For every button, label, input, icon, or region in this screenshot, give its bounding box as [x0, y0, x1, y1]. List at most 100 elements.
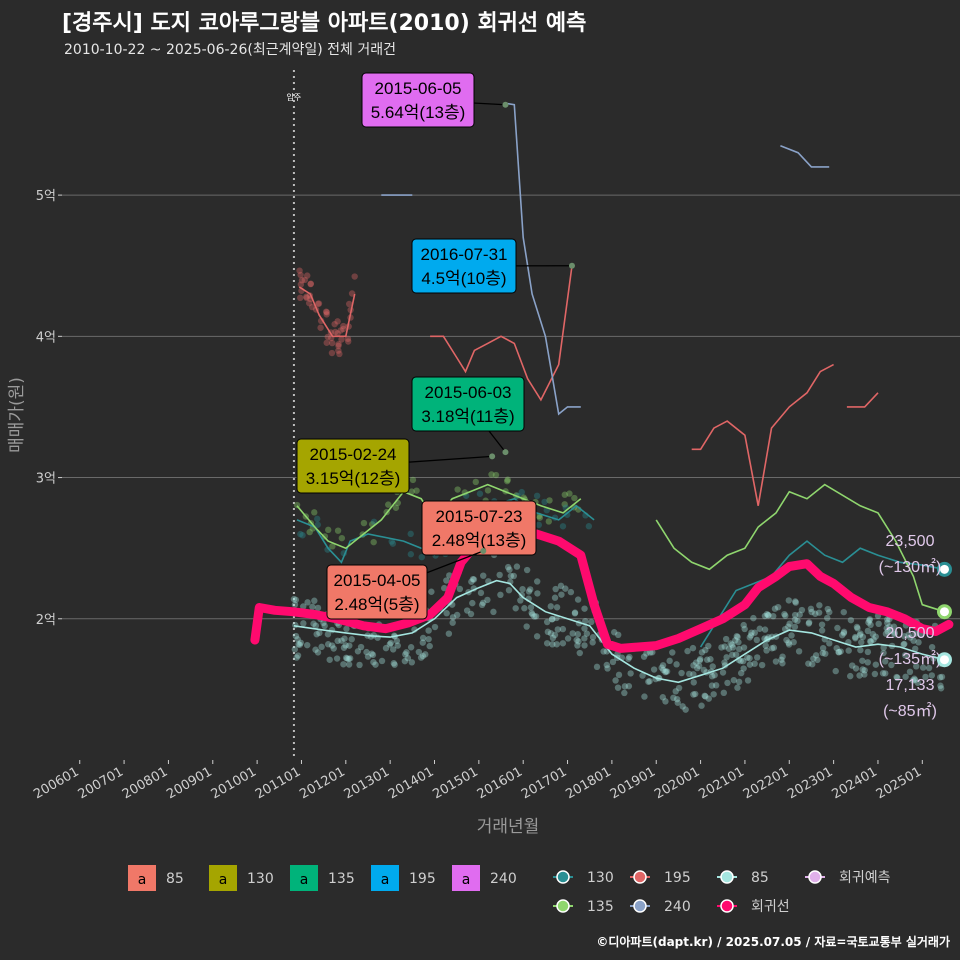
scatter-point — [735, 639, 742, 646]
scatter-point — [812, 652, 820, 659]
scatter-point — [625, 655, 632, 662]
scatter-point — [417, 654, 425, 661]
scatter-point — [354, 648, 362, 655]
scatter-point — [506, 566, 513, 573]
scatter-point — [294, 652, 302, 659]
scatter-point — [408, 659, 416, 666]
scatter-point — [840, 628, 848, 636]
scatter-point — [296, 267, 303, 274]
annotation-price: 5.64억(13층) — [371, 103, 466, 122]
scatter-point — [548, 615, 556, 623]
scatter-point — [335, 347, 342, 354]
scatter-point — [695, 662, 703, 670]
annotation-date: 2015-06-05 — [375, 79, 462, 98]
scatter-point — [871, 670, 879, 678]
scatter-point — [845, 647, 852, 654]
scatter-point — [541, 498, 548, 506]
scatter-point — [403, 649, 410, 656]
scatter-point — [547, 603, 554, 610]
x-axis-title: 거래년월 — [477, 817, 540, 837]
scatter-point — [484, 487, 492, 494]
scatter-point — [370, 658, 377, 666]
scatter-point — [679, 703, 686, 710]
scatter-point — [301, 276, 309, 284]
scatter-point — [382, 644, 390, 652]
scatter-point — [785, 641, 793, 648]
scatter-point — [313, 630, 320, 638]
scatter-point — [504, 476, 511, 483]
scatter-point — [859, 633, 867, 641]
grid-lines — [62, 194, 960, 620]
scatter-point — [880, 649, 887, 657]
scatter-point — [732, 637, 739, 644]
legend-line-label: 회귀선 — [751, 899, 790, 915]
scatter-point — [865, 619, 872, 626]
scatter-point — [697, 655, 704, 663]
scatter-point — [386, 641, 393, 648]
scatter-point — [553, 604, 561, 611]
y-tick-label: 5억 — [36, 189, 56, 204]
scatter-point — [576, 649, 583, 657]
legend-fill-label: 195 — [409, 871, 436, 887]
legend-fill-glyph: a — [300, 872, 309, 888]
scatter-point — [659, 662, 667, 669]
move-in-label: 입주 — [287, 93, 302, 102]
scatter-point — [859, 666, 866, 673]
series-line-195d — [846, 392, 879, 408]
scatter-point — [317, 324, 324, 331]
scatter-point — [785, 639, 792, 646]
scatter-point — [544, 628, 552, 636]
scatter-point — [557, 582, 565, 590]
scatter-point — [519, 585, 526, 593]
scatter-point — [558, 591, 565, 598]
scatter-point — [682, 706, 689, 713]
legend-line-marker — [633, 870, 647, 884]
scatter-point — [938, 673, 946, 681]
scatter-point — [328, 349, 336, 357]
scatter-point — [674, 699, 681, 706]
scatter-point — [292, 596, 300, 604]
annotation-box — [361, 72, 475, 128]
scatter-point — [393, 637, 401, 645]
scatter-point — [751, 629, 758, 636]
scatter-point — [311, 597, 318, 604]
scatter-point — [307, 280, 314, 288]
scatter-point — [737, 657, 744, 665]
scatter-point — [672, 688, 679, 695]
scatter-point — [790, 638, 797, 646]
scatter-point — [559, 523, 567, 530]
annotation-date: 2015-06-03 — [425, 383, 512, 402]
scatter-point — [847, 672, 854, 680]
scatter-point — [730, 676, 738, 684]
legend-fill-glyph: a — [138, 872, 147, 888]
scatter-point — [536, 514, 544, 521]
scatter-point — [345, 655, 352, 663]
scatter-point — [316, 629, 323, 637]
scatter-point — [484, 596, 491, 604]
scatter-point — [792, 598, 799, 605]
scatter-point — [507, 572, 515, 580]
series-line-85 — [293, 579, 945, 684]
scatter-point — [328, 339, 336, 347]
scatter-point — [626, 653, 633, 661]
series-line-135b — [655, 483, 945, 613]
scatter-point — [418, 553, 425, 561]
scatter-point — [394, 642, 401, 649]
scatter-point — [762, 642, 769, 649]
scatter-point — [856, 672, 863, 679]
scatter-point — [563, 511, 571, 518]
scatter-point — [781, 610, 788, 618]
scatter-point — [837, 648, 844, 655]
scatter-point — [517, 597, 524, 604]
scatter-point — [702, 646, 709, 654]
scatter-point — [445, 630, 453, 637]
scatter-point — [791, 623, 799, 631]
scatter-point — [659, 694, 667, 701]
scatter-point — [765, 612, 772, 619]
scatter-point — [585, 523, 593, 530]
scatter-point — [735, 678, 743, 686]
scatter-point — [549, 641, 556, 648]
scatter-point — [692, 690, 699, 698]
